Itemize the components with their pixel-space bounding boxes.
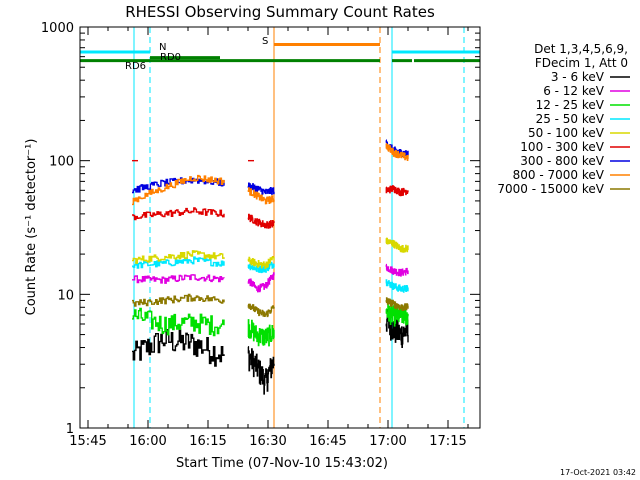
series-segment bbox=[132, 174, 225, 206]
x-tick-label: 16:45 bbox=[309, 434, 346, 449]
series-line bbox=[132, 263, 409, 293]
legend-label: 12 - 25 keV bbox=[536, 98, 605, 112]
series-segment bbox=[385, 237, 409, 253]
series-segment bbox=[132, 207, 225, 221]
plot-clip-group bbox=[80, 27, 480, 428]
plot-frame bbox=[79, 26, 481, 429]
series-segment bbox=[385, 309, 409, 348]
state-flag-label: RD6 bbox=[125, 61, 146, 72]
x-tick-label: 16:30 bbox=[249, 434, 286, 449]
series-segment bbox=[132, 274, 225, 284]
x-tick-label: 15:45 bbox=[69, 434, 106, 449]
series-segment bbox=[247, 272, 275, 293]
state-flag-label: N bbox=[159, 42, 166, 53]
series-segment bbox=[385, 297, 409, 311]
series-segment bbox=[132, 293, 225, 307]
y-tick-label: 1 bbox=[66, 422, 74, 437]
legend-header: FDecim 1, Att 0 bbox=[535, 56, 628, 70]
series-segment bbox=[132, 307, 225, 337]
legend-label: 50 - 100 keV bbox=[528, 126, 605, 140]
y-tick-label: 1000 bbox=[41, 21, 74, 36]
legend-label: 25 - 50 keV bbox=[536, 112, 605, 126]
series-segment bbox=[247, 303, 275, 318]
series-line bbox=[132, 185, 409, 229]
x-tick-label: 16:15 bbox=[189, 434, 226, 449]
state-flag-label: RD0 bbox=[160, 52, 181, 63]
y-tick-label: 100 bbox=[49, 155, 74, 170]
series-line bbox=[132, 293, 409, 318]
series-segment bbox=[247, 213, 275, 229]
legend-label: 100 - 300 keV bbox=[520, 140, 604, 154]
series-segment bbox=[385, 143, 409, 161]
series-segment bbox=[247, 182, 275, 195]
y-tick-label: 10 bbox=[57, 288, 74, 303]
legend-label: 3 - 6 keV bbox=[551, 70, 605, 84]
series-segment bbox=[247, 346, 275, 395]
series-line bbox=[132, 143, 409, 206]
series-segment bbox=[385, 263, 409, 277]
series-segment bbox=[132, 256, 225, 269]
series-segment bbox=[132, 329, 225, 367]
series-segment bbox=[247, 256, 275, 270]
y-axis-label: Count Rate (s⁻¹ detector⁻¹) bbox=[24, 139, 39, 316]
legend-header: Det 1,3,4,5,6,9, bbox=[534, 42, 628, 56]
x-tick-label: 17:15 bbox=[429, 434, 466, 449]
series-segment bbox=[385, 279, 409, 293]
legend-label: 300 - 800 keV bbox=[520, 154, 604, 168]
legend-label: 7000 - 15000 keV bbox=[497, 182, 604, 196]
legend-label: 6 - 12 keV bbox=[543, 84, 605, 98]
series-segment bbox=[247, 187, 275, 205]
legend: Det 1,3,4,5,6,9,FDecim 1, Att 03 - 6 keV… bbox=[497, 42, 630, 196]
series-segment bbox=[247, 319, 275, 347]
x-axis-label: Start Time (07-Nov-10 15:43:02) bbox=[176, 456, 388, 471]
series-segment bbox=[132, 250, 225, 264]
chart-title: RHESSI Observing Summary Count Rates bbox=[125, 3, 435, 21]
x-tick-label: 16:00 bbox=[129, 434, 166, 449]
series-segment bbox=[385, 185, 409, 197]
series-line bbox=[132, 237, 409, 270]
series-line bbox=[132, 309, 409, 395]
axes: 15:45 16:00 16:15 16:30 16:45 17:00 17:15 1 10 10… bbox=[41, 21, 481, 449]
state-flag-label: S bbox=[262, 36, 268, 47]
legend-label: 800 - 7000 keV bbox=[513, 168, 605, 182]
timestamp: 17-Oct-2021 03:42 bbox=[560, 468, 636, 477]
x-tick-label: 17:00 bbox=[369, 434, 406, 449]
plot-area bbox=[80, 27, 480, 428]
